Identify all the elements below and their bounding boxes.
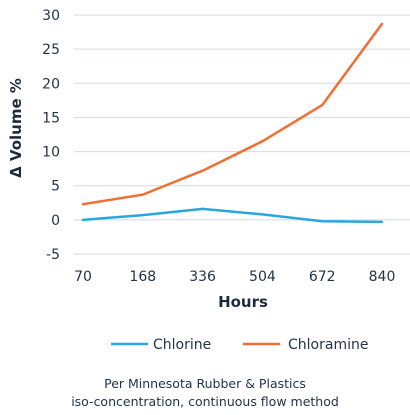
y-tick-label: 5 [51, 179, 60, 195]
caption-line-1: Per Minnesota Rubber & Plastics [104, 376, 306, 391]
y-tick-label: 20 [42, 76, 60, 92]
y-tick-label: 30 [42, 8, 60, 24]
x-tick-label: 840 [369, 269, 396, 285]
series-line-chlorine [81, 207, 384, 224]
x-tick-label: 70 [74, 269, 92, 285]
y-tick-label: 15 [42, 110, 60, 126]
x-axis-title: Hours [218, 293, 268, 311]
x-tick-label: 336 [189, 269, 216, 285]
x-tick-label: 168 [129, 269, 156, 285]
x-tick-labels: 70 168 336 504 672 840 [74, 269, 395, 285]
legend: Chlorine Chloramine [111, 337, 368, 353]
legend-label-chloramine: Chloramine [288, 337, 368, 353]
x-tick-label: 504 [249, 269, 276, 285]
y-tick-label: 10 [42, 145, 60, 161]
legend-label-chlorine: Chlorine [153, 337, 211, 353]
caption-line-2: iso-concentration, continuous flow metho… [71, 394, 339, 409]
y-tick-labels: -5 0 5 10 15 20 25 30 [42, 8, 60, 263]
series-lines [81, 22, 384, 224]
y-tick-label: -5 [46, 247, 60, 263]
grid-lines [74, 14, 410, 255]
y-tick-label: 25 [42, 42, 60, 58]
x-tick-label: 672 [309, 269, 336, 285]
y-tick-label: 0 [51, 213, 60, 229]
series-line-chloramine [81, 22, 384, 206]
chart: -5 0 5 10 15 20 25 30 70 168 336 504 672 840 Δ Volum… [7, 8, 410, 353]
caption: Per Minnesota Rubber & Plastics iso-conc… [0, 375, 410, 411]
y-axis-title: Δ Volume % [7, 78, 25, 178]
